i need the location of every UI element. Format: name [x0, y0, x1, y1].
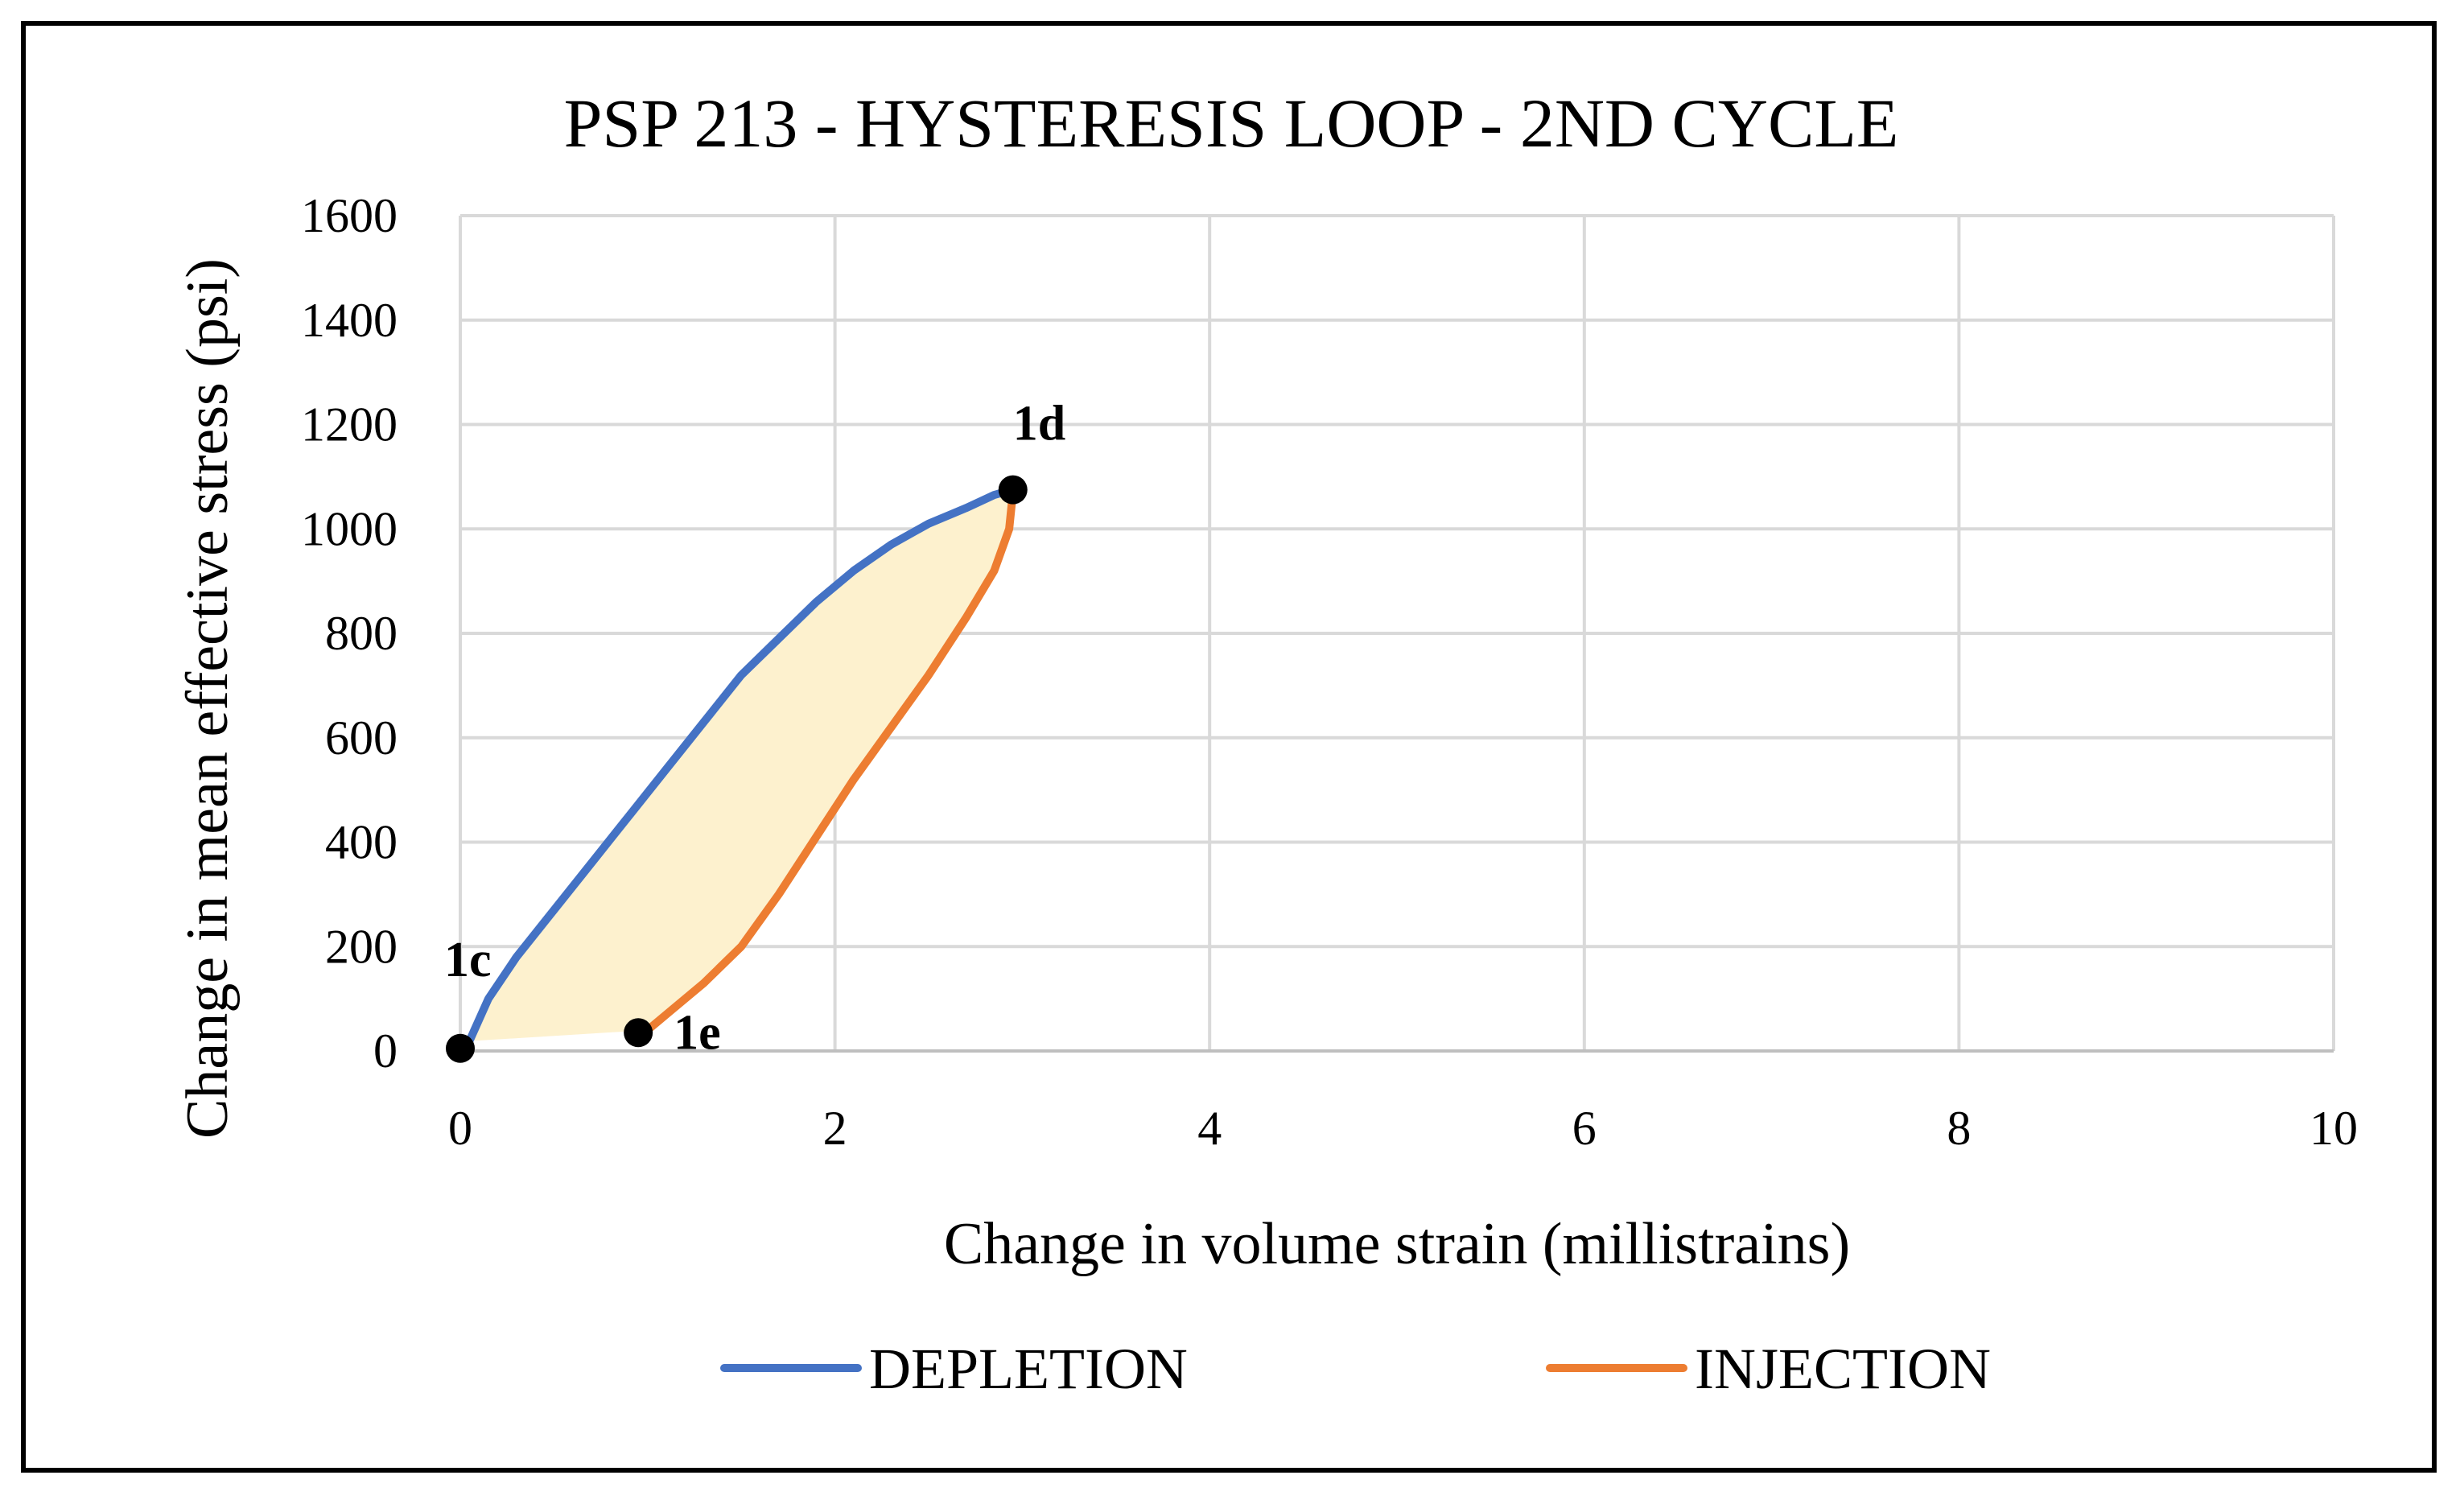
tick-labels: 0 200 400 600 800 1000 1200 1400 1600 0 2 4 6 8 10 — [301, 189, 2358, 1155]
annotations: 1c 1d 1e — [444, 397, 1065, 1063]
series-line-injection — [643, 488, 1017, 1035]
point-label-1e: 1e — [674, 1005, 721, 1060]
y-tick-label: 0 — [373, 1024, 398, 1078]
legend-label-depletion: DEPLETION — [869, 1337, 1188, 1401]
legend-label-injection: INJECTION — [1695, 1337, 1991, 1401]
x-tick-label: 10 — [2309, 1102, 2358, 1155]
x-axis-title: Change in volume strain (millistrains) — [944, 1211, 1850, 1277]
y-axis-title: Change in mean effective stress (psi) — [175, 258, 241, 1139]
hysteresis-fill — [469, 489, 1013, 1041]
y-tick-label: 1400 — [301, 294, 398, 347]
y-tick-label: 1600 — [301, 189, 398, 242]
y-tick-label: 600 — [325, 711, 398, 764]
point-1c — [446, 1033, 475, 1063]
chart-frame — [21, 21, 2437, 1473]
x-tick-label: 0 — [448, 1102, 472, 1155]
y-tick-label: 400 — [325, 816, 398, 869]
x-tick-label: 4 — [1197, 1102, 1222, 1155]
point-1e — [624, 1018, 653, 1048]
point-1d — [998, 475, 1028, 505]
y-tick-label: 1200 — [301, 398, 398, 451]
y-tick-label: 200 — [325, 920, 398, 973]
hysteresis-area — [469, 489, 1013, 1041]
chart-title: PSP 213 - HYSTERESIS LOOP - 2ND CYCLE — [564, 84, 1899, 162]
x-tick-label: 2 — [823, 1102, 847, 1155]
y-tick-label: 800 — [325, 607, 398, 660]
legend: DEPLETION INJECTION — [720, 1337, 1991, 1401]
y-tick-label: 1000 — [301, 502, 398, 555]
point-label-1d: 1d — [1013, 397, 1065, 451]
series-lines — [465, 485, 1017, 1045]
x-tick-label: 8 — [1947, 1102, 1971, 1155]
point-label-1c: 1c — [444, 933, 492, 987]
series-line-depletion — [465, 485, 1017, 1045]
x-tick-label: 6 — [1572, 1102, 1597, 1155]
grid — [459, 214, 2335, 1053]
